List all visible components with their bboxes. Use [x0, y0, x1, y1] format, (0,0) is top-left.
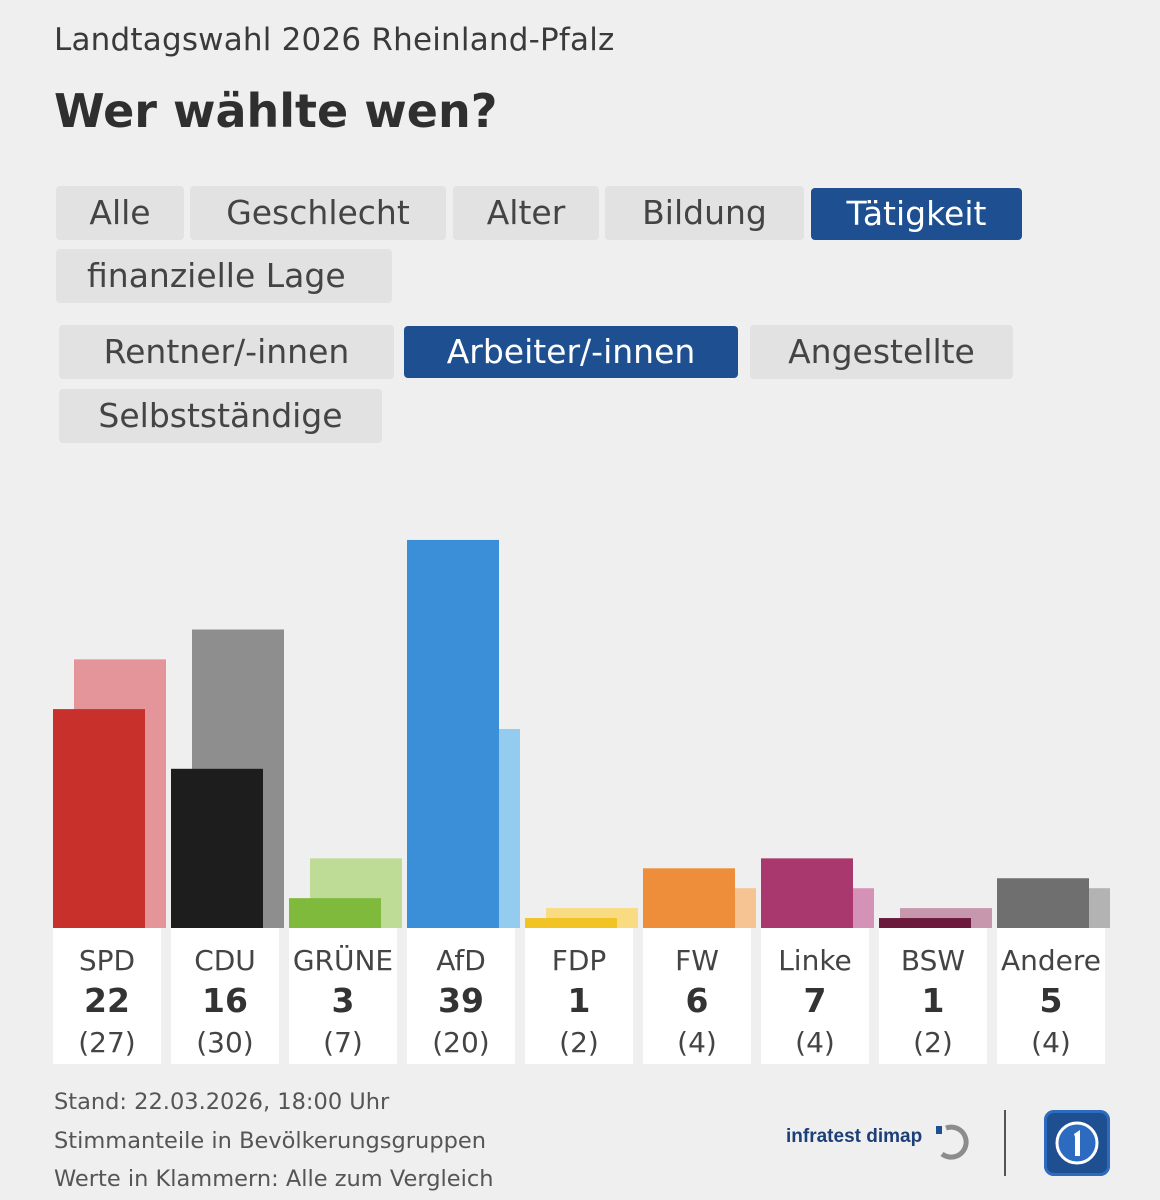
branding-divider [1004, 1110, 1006, 1176]
group-rentner[interactable]: Rentner/-innen [59, 325, 394, 379]
group-selbststaendige[interactable]: Selbstständige [59, 389, 382, 443]
value-label-spd: 22 [84, 981, 130, 1020]
label-box-fdp [525, 928, 633, 1064]
value-label-fdp: 1 [568, 981, 591, 1020]
category-label-gr-ne: GRÜNE [293, 943, 393, 977]
label-box-bsw [879, 928, 987, 1064]
bar-main-afd [407, 539, 499, 928]
ard-tagesschau-logo-icon [1044, 1110, 1110, 1176]
group-arbeiter[interactable]: Arbeiter/-innen [404, 326, 738, 378]
label-box-fw [643, 928, 751, 1064]
filter-geschlecht[interactable]: Geschlecht [190, 186, 446, 240]
category-label-bsw: BSW [901, 944, 965, 977]
category-label-linke: Linke [778, 944, 852, 977]
filter-alle[interactable]: Alle [56, 186, 184, 240]
comparison-label-andere: (4) [1031, 1026, 1071, 1059]
category-label-cdu: CDU [194, 944, 256, 977]
value-label-afd: 39 [438, 981, 484, 1020]
filter-alter[interactable]: Alter [453, 186, 599, 240]
label-box-afd [407, 928, 515, 1064]
comparison-label-afd: (20) [432, 1026, 489, 1059]
category-label-spd: SPD [79, 944, 135, 977]
value-label-cdu: 16 [202, 981, 248, 1020]
bar-main-bsw [879, 918, 971, 928]
infratest-dimap-icon [936, 1124, 969, 1160]
bar-main-linke [761, 858, 853, 928]
value-label-fw: 6 [686, 981, 709, 1020]
filter-finanzielle-lage[interactable]: finanzielle Lage [56, 249, 392, 303]
comparison-label-linke: (4) [795, 1026, 835, 1059]
chart-title: Wer wählte wen? [54, 84, 498, 138]
comparison-label-fdp: (2) [559, 1026, 599, 1059]
bar-main-andere [997, 878, 1089, 928]
value-label-bsw: 1 [922, 981, 945, 1020]
comparison-label-spd: (27) [78, 1026, 135, 1059]
group-angestellte[interactable]: Angestellte [750, 325, 1013, 379]
bar-main-fdp [525, 918, 617, 928]
category-label-afd: AfD [436, 944, 486, 977]
filter-bildung[interactable]: Bildung [605, 186, 804, 240]
filter-taetigkeit[interactable]: Tätigkeit [811, 188, 1022, 240]
comparison-label-cdu: (30) [196, 1026, 253, 1059]
label-box-spd [53, 928, 161, 1064]
label-box-cdu [171, 928, 279, 1064]
bar-main-gr-ne [289, 898, 381, 928]
comparison-label-gr-ne: (7) [323, 1026, 363, 1059]
label-box-andere [997, 928, 1105, 1064]
value-label-linke: 7 [804, 981, 827, 1020]
value-label-andere: 5 [1040, 981, 1063, 1020]
category-label-fw: FW [675, 944, 719, 977]
category-label-fdp: FDP [552, 944, 607, 977]
comparison-label-bsw: (2) [913, 1026, 953, 1059]
footer-note-groups: Stimmanteile in Bevölkerungsgruppen [54, 1128, 486, 1154]
bar-main-cdu [171, 768, 263, 928]
value-label-gr-ne: 3 [332, 981, 355, 1020]
footer-note-comparison: Werte in Klammern: Alle zum Vergleich [54, 1166, 494, 1192]
comparison-label-fw: (4) [677, 1026, 717, 1059]
bar-main-spd [53, 709, 145, 928]
bar-main-fw [643, 868, 735, 928]
label-box-linke [761, 928, 869, 1064]
footer-stand: Stand: 22.03.2026, 18:00 Uhr [54, 1089, 390, 1115]
pollster-name: infratest dimap [786, 1126, 923, 1147]
label-box-gr-ne [289, 928, 397, 1064]
category-label-andere: Andere [1001, 944, 1101, 977]
chart-kicker: Landtagswahl 2026 Rheinland-Pfalz [54, 22, 615, 58]
